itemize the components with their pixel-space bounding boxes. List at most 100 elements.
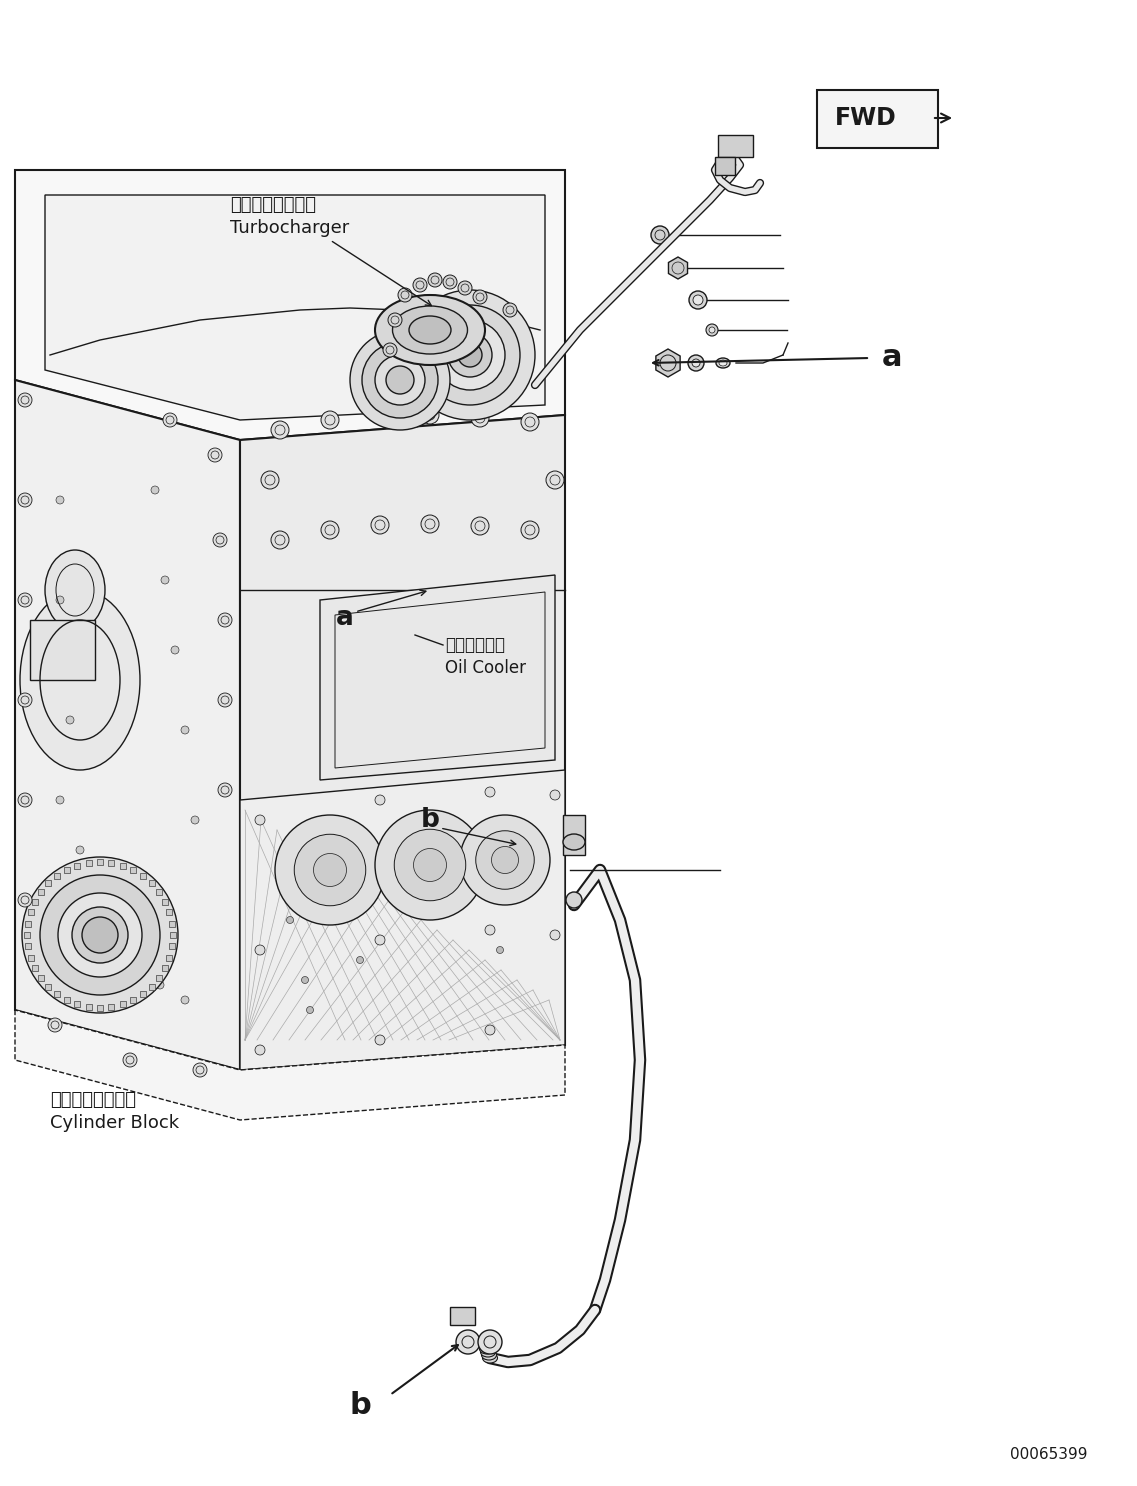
Ellipse shape [481, 1349, 497, 1360]
Circle shape [18, 493, 32, 507]
Circle shape [546, 471, 564, 489]
Ellipse shape [480, 1343, 495, 1354]
Bar [715, 158, 735, 175]
Circle shape [181, 727, 189, 734]
Polygon shape [15, 380, 240, 1070]
Circle shape [375, 810, 485, 920]
FancyBboxPatch shape [32, 964, 38, 972]
FancyBboxPatch shape [166, 909, 173, 915]
Circle shape [448, 333, 492, 377]
Circle shape [375, 1036, 385, 1045]
FancyBboxPatch shape [45, 984, 51, 990]
Circle shape [375, 935, 385, 945]
Circle shape [692, 360, 700, 367]
Circle shape [66, 716, 74, 724]
FancyBboxPatch shape [55, 872, 60, 878]
Polygon shape [240, 415, 565, 1070]
Text: 00065399: 00065399 [1010, 1447, 1087, 1462]
Circle shape [208, 447, 222, 462]
Circle shape [471, 409, 489, 426]
Circle shape [72, 906, 128, 963]
Circle shape [458, 343, 482, 367]
Ellipse shape [482, 1352, 498, 1363]
Circle shape [413, 278, 428, 293]
Circle shape [218, 692, 232, 707]
Ellipse shape [481, 1346, 496, 1357]
Ellipse shape [563, 834, 586, 850]
Circle shape [398, 288, 412, 302]
Circle shape [692, 296, 703, 305]
FancyBboxPatch shape [27, 954, 34, 960]
Circle shape [497, 947, 504, 954]
Circle shape [375, 355, 425, 406]
Circle shape [301, 976, 308, 984]
Circle shape [350, 330, 450, 429]
Text: オイルクーラ: オイルクーラ [445, 636, 505, 654]
FancyBboxPatch shape [97, 859, 103, 865]
Text: b: b [349, 1391, 371, 1419]
Circle shape [218, 783, 232, 796]
Bar [563, 814, 586, 854]
Ellipse shape [20, 590, 140, 770]
Circle shape [550, 930, 561, 941]
FancyBboxPatch shape [45, 880, 51, 886]
Circle shape [307, 1006, 314, 1013]
FancyBboxPatch shape [818, 91, 938, 149]
Circle shape [414, 849, 447, 881]
Circle shape [388, 314, 402, 327]
FancyBboxPatch shape [156, 975, 163, 981]
Circle shape [58, 893, 142, 976]
Circle shape [521, 522, 539, 539]
Ellipse shape [716, 358, 730, 369]
Circle shape [652, 226, 669, 244]
Circle shape [397, 892, 404, 899]
Circle shape [485, 924, 495, 935]
Circle shape [18, 392, 32, 407]
Circle shape [709, 327, 715, 333]
Circle shape [271, 421, 289, 438]
Ellipse shape [45, 550, 105, 630]
Circle shape [362, 342, 438, 418]
FancyBboxPatch shape [130, 997, 136, 1003]
Text: Cylinder Block: Cylinder Block [50, 1114, 180, 1132]
FancyBboxPatch shape [149, 984, 155, 990]
Bar [717, 135, 753, 158]
Text: ターボチャージャ: ターボチャージャ [230, 196, 316, 214]
Circle shape [383, 343, 397, 357]
Circle shape [82, 917, 118, 953]
Circle shape [471, 517, 489, 535]
Circle shape [395, 829, 466, 901]
Circle shape [40, 875, 160, 996]
Circle shape [48, 1018, 63, 1031]
Circle shape [491, 847, 518, 874]
FancyBboxPatch shape [140, 991, 146, 997]
Text: a: a [882, 343, 903, 373]
Text: FWD: FWD [835, 106, 897, 129]
FancyBboxPatch shape [74, 1002, 81, 1008]
Circle shape [550, 791, 561, 799]
Polygon shape [319, 575, 555, 780]
Circle shape [106, 866, 114, 874]
FancyBboxPatch shape [169, 921, 175, 927]
Circle shape [405, 290, 536, 421]
Circle shape [218, 614, 232, 627]
Circle shape [458, 281, 472, 296]
Circle shape [156, 981, 164, 990]
Circle shape [516, 877, 523, 884]
Circle shape [123, 1054, 136, 1067]
Circle shape [421, 516, 439, 533]
FancyBboxPatch shape [64, 866, 69, 872]
Circle shape [255, 1045, 265, 1055]
Circle shape [321, 412, 339, 429]
FancyBboxPatch shape [149, 880, 155, 886]
Circle shape [375, 795, 385, 805]
Circle shape [275, 814, 385, 924]
Circle shape [294, 834, 366, 906]
FancyBboxPatch shape [74, 862, 81, 869]
FancyBboxPatch shape [27, 909, 34, 915]
Circle shape [688, 355, 704, 372]
Ellipse shape [479, 1340, 493, 1351]
Circle shape [18, 593, 32, 606]
FancyBboxPatch shape [163, 964, 168, 972]
Circle shape [478, 1330, 503, 1354]
